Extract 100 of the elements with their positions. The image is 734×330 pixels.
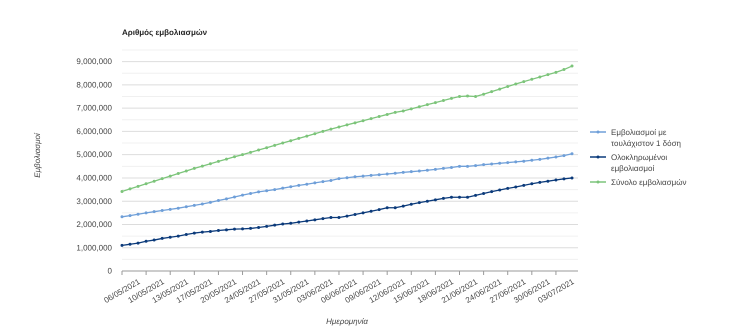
point — [192, 166, 196, 170]
point — [498, 162, 502, 165]
point — [281, 186, 284, 190]
point — [208, 162, 212, 166]
point — [120, 215, 124, 218]
y-tick-label: 2,000,000 — [76, 220, 113, 230]
point — [418, 105, 421, 108]
point — [305, 182, 308, 186]
point — [426, 103, 429, 106]
point — [546, 73, 550, 76]
legend-label: Εμβολιασμοί με τουλάχιστον 1 δόση — [611, 128, 681, 148]
point — [168, 236, 172, 239]
point — [506, 85, 510, 88]
point — [410, 107, 413, 110]
point — [281, 222, 284, 226]
point — [249, 150, 252, 154]
point — [297, 220, 300, 224]
point — [354, 175, 357, 178]
point — [192, 232, 196, 235]
y-axis-title: Εμβολιασμοί — [33, 132, 42, 178]
point — [152, 210, 156, 214]
point — [538, 75, 542, 78]
point — [370, 174, 373, 177]
point — [522, 184, 526, 187]
point — [224, 228, 228, 232]
point — [289, 185, 292, 188]
point — [233, 155, 236, 158]
point — [144, 211, 148, 214]
point — [570, 176, 574, 180]
y-tick-label: 5,000,000 — [76, 150, 113, 160]
point — [434, 168, 437, 171]
y-tick-label: 6,000,000 — [76, 126, 113, 136]
point — [386, 172, 389, 176]
point — [257, 190, 260, 194]
point — [370, 117, 373, 120]
point — [514, 160, 518, 164]
point — [313, 181, 316, 184]
point — [136, 184, 140, 188]
point — [144, 182, 148, 186]
point — [200, 230, 204, 234]
point — [378, 115, 381, 118]
point — [208, 200, 212, 204]
point — [321, 180, 324, 184]
point — [562, 177, 566, 180]
point — [530, 182, 534, 186]
point — [313, 132, 316, 136]
point — [265, 146, 268, 150]
point — [362, 119, 365, 122]
point — [329, 128, 332, 131]
point — [176, 234, 180, 238]
point — [136, 242, 140, 245]
point — [530, 158, 534, 162]
point — [184, 169, 188, 172]
point — [321, 217, 324, 220]
y-tick-label: 7,000,000 — [76, 104, 113, 113]
point — [490, 90, 494, 94]
point — [458, 196, 461, 199]
y-tick-label: 3,000,000 — [76, 196, 113, 206]
chart-title: Αριθμός εμβολιασμών — [122, 28, 208, 37]
point — [321, 130, 324, 133]
point — [378, 173, 381, 176]
point — [522, 80, 526, 84]
point — [346, 214, 348, 218]
point — [378, 208, 381, 212]
point — [224, 197, 228, 200]
point — [152, 238, 156, 242]
point — [273, 188, 276, 192]
point — [394, 110, 397, 114]
point — [418, 201, 421, 204]
legend-label: Ολοκληρωμένοι εμβολιασμοί — [611, 153, 668, 173]
point — [498, 88, 502, 91]
point — [402, 170, 405, 174]
point — [546, 180, 550, 183]
point — [273, 224, 276, 227]
point — [249, 226, 252, 230]
point — [184, 205, 188, 208]
point — [402, 109, 405, 112]
point — [506, 161, 510, 164]
point — [257, 226, 260, 229]
point — [562, 154, 566, 158]
point — [160, 209, 164, 212]
point — [120, 190, 124, 193]
point — [128, 187, 132, 190]
point — [257, 148, 260, 152]
point — [522, 160, 526, 163]
point — [224, 158, 228, 161]
point — [281, 142, 284, 145]
y-tick-label: 8,000,000 — [76, 80, 113, 90]
point — [546, 156, 550, 160]
point — [466, 164, 470, 168]
point — [289, 222, 292, 225]
point — [313, 218, 316, 222]
point — [514, 186, 518, 189]
point — [176, 206, 180, 210]
point — [192, 204, 196, 207]
point — [426, 200, 429, 203]
point — [386, 112, 389, 116]
point — [120, 244, 124, 247]
point — [394, 172, 397, 175]
point — [297, 184, 300, 187]
